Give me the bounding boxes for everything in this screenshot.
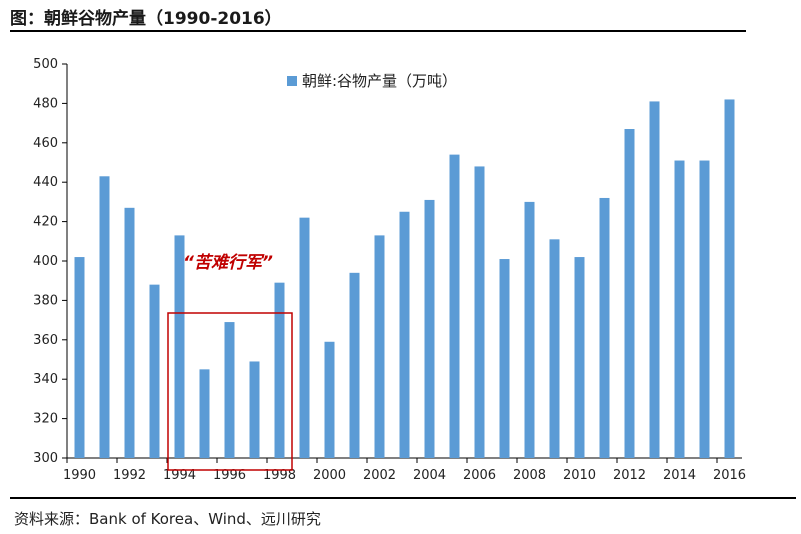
bar xyxy=(374,235,385,458)
y-tick-label: 480 xyxy=(33,96,58,111)
bar xyxy=(224,322,235,458)
bar xyxy=(474,166,485,458)
annotation: “苦难行军” xyxy=(167,253,293,471)
bar xyxy=(299,217,310,458)
bar xyxy=(249,361,260,458)
x-tick-label: 2010 xyxy=(563,468,596,483)
bar xyxy=(624,129,635,458)
x-tick-label: 1990 xyxy=(63,468,96,483)
bar xyxy=(349,272,360,458)
x-tick-label: 2012 xyxy=(613,468,646,483)
y-tick-label: 300 xyxy=(33,451,58,466)
y-tick-label: 400 xyxy=(33,254,58,269)
x-tick-label: 1998 xyxy=(263,468,296,483)
x-tick-label: 2006 xyxy=(463,468,496,483)
bar xyxy=(649,101,660,459)
y-tick-label: 420 xyxy=(33,215,58,230)
x-tick-label: 2016 xyxy=(713,468,746,483)
bar xyxy=(724,99,735,459)
x-tick-label: 1994 xyxy=(163,468,196,483)
bar xyxy=(449,154,460,458)
source-note: 资料来源：Bank of Korea、Wind、远川研究 xyxy=(14,510,321,528)
bar xyxy=(424,199,435,458)
y-axis: 300 320 340 360 380 400 420 440 460 480 500 xyxy=(33,57,68,466)
y-tick-label: 320 xyxy=(33,412,58,427)
bar xyxy=(499,259,510,458)
bar xyxy=(399,211,410,458)
x-tick-label: 1992 xyxy=(113,468,146,483)
bar xyxy=(599,197,610,458)
y-tick-label: 460 xyxy=(33,136,58,151)
source-divider xyxy=(10,497,796,499)
annotation-label: “苦难行军” xyxy=(183,253,273,273)
y-tick-label: 360 xyxy=(33,333,58,348)
legend-swatch xyxy=(287,76,297,86)
x-tick-label: 1996 xyxy=(213,468,246,483)
x-axis: 1990 1992 1994 1996 1998 2000 2002 2004 2006 2008… xyxy=(63,457,746,483)
bar xyxy=(274,282,285,458)
y-tick-label: 500 xyxy=(33,57,58,72)
bar xyxy=(674,160,685,458)
bar xyxy=(99,176,110,459)
y-tick-label: 340 xyxy=(33,372,58,387)
highlight-box xyxy=(167,312,293,471)
bar xyxy=(524,201,535,458)
bar-series xyxy=(74,99,735,459)
bar xyxy=(699,160,710,458)
bar xyxy=(199,369,210,458)
bar xyxy=(174,235,185,458)
figure-title: 图：朝鲜谷物产量（1990-2016） xyxy=(10,9,282,29)
y-tick-label: 440 xyxy=(33,175,58,190)
legend: 朝鲜:谷物产量（万吨） xyxy=(287,72,457,90)
y-tick-label: 380 xyxy=(33,293,58,308)
x-tick-label: 2008 xyxy=(513,468,546,483)
bar xyxy=(549,239,560,458)
legend-label: 朝鲜:谷物产量（万吨） xyxy=(302,72,457,90)
x-tick-label: 2004 xyxy=(413,468,446,483)
title-divider xyxy=(10,30,746,32)
bar xyxy=(574,257,585,458)
bar xyxy=(124,207,135,458)
x-tick-label: 2014 xyxy=(663,468,696,483)
bar xyxy=(149,284,160,458)
x-tick-label: 2002 xyxy=(363,468,396,483)
bar xyxy=(324,341,335,458)
bar xyxy=(74,257,85,458)
x-tick-label: 2000 xyxy=(313,468,346,483)
